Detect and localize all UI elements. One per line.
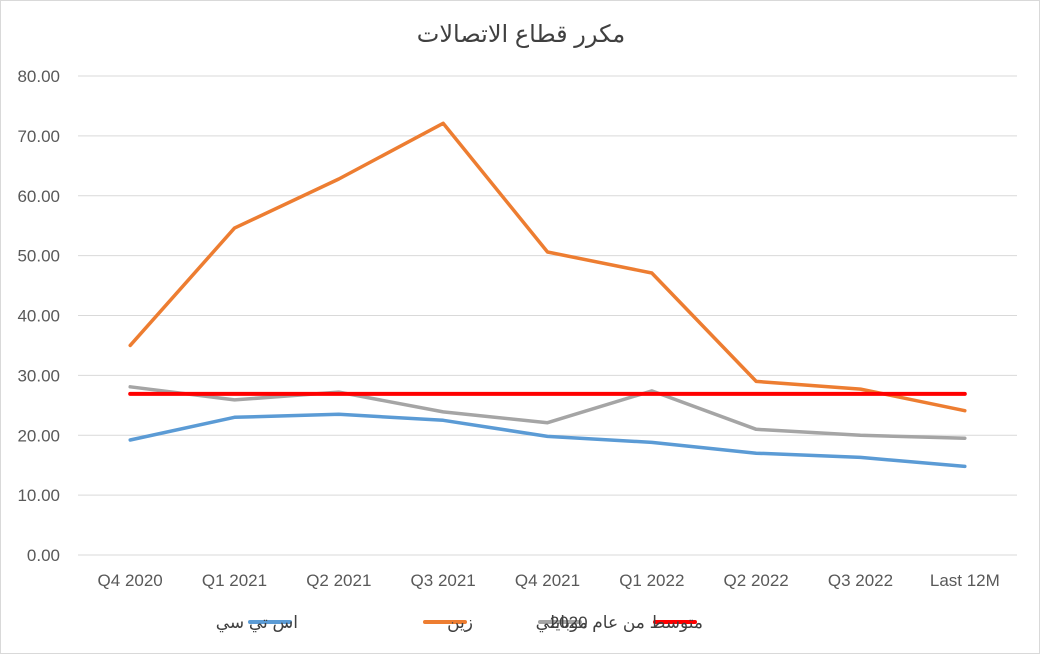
legend-label: متوسط من عام 2020 bbox=[550, 613, 703, 632]
x-tick-label: Q1 2021 bbox=[202, 571, 267, 590]
y-tick-label: 70.00 bbox=[17, 127, 60, 146]
y-tick-label: 30.00 bbox=[17, 366, 60, 385]
x-tick-label: Q4 2020 bbox=[98, 571, 163, 590]
y-tick-label: 80.00 bbox=[17, 67, 60, 86]
y-tick-label: 60.00 bbox=[17, 187, 60, 206]
legend-label: موبايلي bbox=[536, 613, 588, 633]
x-tick-label: Q2 2022 bbox=[724, 571, 789, 590]
y-tick-label: 50.00 bbox=[17, 247, 60, 266]
series-lines bbox=[128, 121, 967, 469]
x-tick-label: Q2 2021 bbox=[306, 571, 371, 590]
series-line-2 bbox=[128, 121, 967, 413]
x-tick-label: Q1 2022 bbox=[619, 571, 684, 590]
y-tick-label: 40.00 bbox=[17, 307, 60, 326]
x-tick-label: Q3 2022 bbox=[828, 571, 893, 590]
x-tick-label: Last 12M bbox=[930, 571, 1000, 590]
x-axis-ticks: Q4 2020 Q1 2021 Q2 2021 Q3 2021 Q4 2021 Q1 20… bbox=[98, 571, 1000, 590]
x-tick-label: Q4 2021 bbox=[515, 571, 580, 590]
x-tick-label: Q3 2021 bbox=[411, 571, 476, 590]
gridlines bbox=[78, 75, 1017, 556]
y-tick-label: 0.00 bbox=[27, 546, 60, 565]
legend-label: اس تي سي bbox=[216, 613, 298, 633]
series-line-3 bbox=[128, 385, 967, 440]
y-axis-ticks: 0.00 10.00 20.00 30.00 40.00 50.00 60.00 70.00 8… bbox=[17, 67, 60, 565]
y-tick-label: 20.00 bbox=[17, 426, 60, 445]
chart-title: مكرر قطاع الاتصالات bbox=[417, 21, 626, 48]
y-tick-label: 10.00 bbox=[17, 486, 60, 505]
series-line-1 bbox=[128, 412, 967, 469]
legend-label: زين bbox=[447, 613, 473, 632]
